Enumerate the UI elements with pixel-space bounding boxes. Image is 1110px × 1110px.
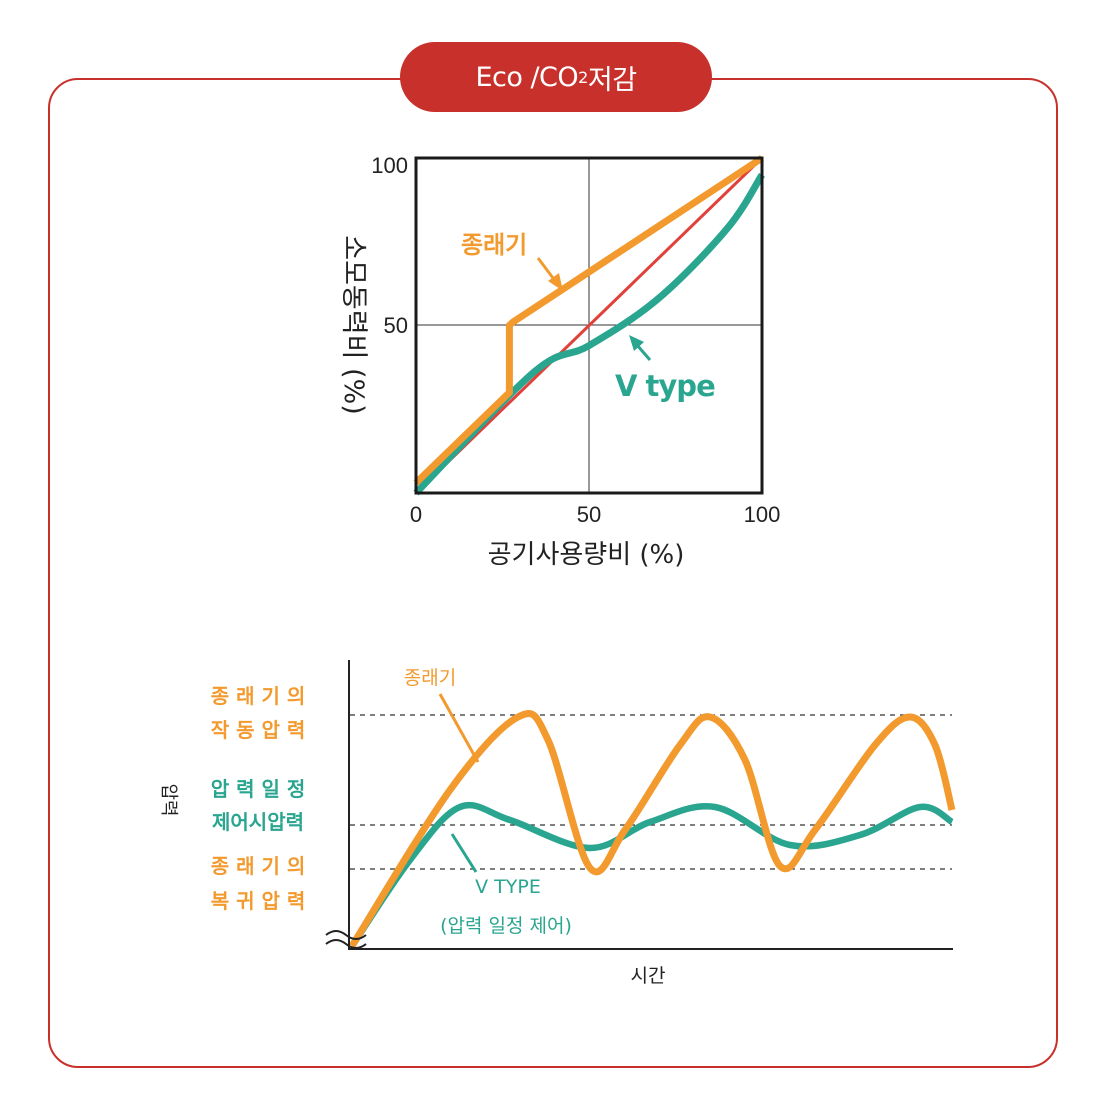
vtype-pointer-arrow: [635, 344, 652, 361]
badge-subscript: 2: [578, 67, 588, 87]
level-return-line1: 종 래 기 의: [211, 854, 306, 878]
x-tick-50: 50: [577, 502, 601, 527]
conventional-series-label: 종래기: [404, 667, 456, 689]
level-return-line2: 복 귀 압 력: [211, 889, 306, 913]
y-axis-label: 소모동력비 (%): [338, 235, 369, 415]
level-operating-line1: 종 래 기 의: [211, 684, 306, 708]
series-reference-line: [414, 156, 764, 495]
series-conventional-wave: [349, 710, 956, 948]
vtype-leader-line: [450, 833, 478, 873]
legend-conventional-label: 종래기: [461, 231, 527, 259]
series-conventional-line: [413, 155, 764, 486]
badge-prefix: Eco /CO: [475, 61, 579, 93]
vtype-pointer-arrowhead: [629, 335, 644, 351]
series-vtype-wave: [349, 801, 954, 948]
y-tick-50: 50: [384, 313, 408, 338]
vtype-series-label: V TYPE: [475, 876, 541, 898]
x-axis-label: 공기사용량비 (%): [488, 540, 685, 570]
legend-vtype-label: V type: [615, 369, 715, 403]
level-constant-line2: 제어시압력: [212, 810, 304, 834]
conventional-leader-line: [438, 693, 480, 763]
x-tick-0: 0: [410, 502, 422, 527]
vtype-series-note: (압력 일정 제어): [440, 915, 572, 937]
conventional-pointer-arrowhead: [548, 273, 563, 291]
level-constant-line1: 압 력 일 정: [211, 777, 306, 801]
axis-break-icon: [325, 930, 367, 949]
plot-frame: [414, 156, 764, 495]
x-tick-100: 100: [744, 502, 781, 527]
eco-co2-badge: Eco /CO 2 저감: [400, 42, 712, 112]
x-axis-label: 시간: [631, 965, 666, 987]
y-axis-label: 압력: [158, 783, 179, 816]
badge-suffix: 저감: [587, 64, 637, 96]
level-operating-line2: 작 동 압 력: [211, 718, 306, 742]
y-tick-100: 100: [371, 153, 408, 178]
power-ratio-chart: 100 50 0 50 100 공기사용량비 (%) 소모동력비 (%) 종래기…: [338, 153, 780, 570]
pressure-time-chart: 종 래 기 의 작 동 압 력 압 력 일 정 제어시압력 종 래 기 의 복 …: [158, 660, 956, 987]
